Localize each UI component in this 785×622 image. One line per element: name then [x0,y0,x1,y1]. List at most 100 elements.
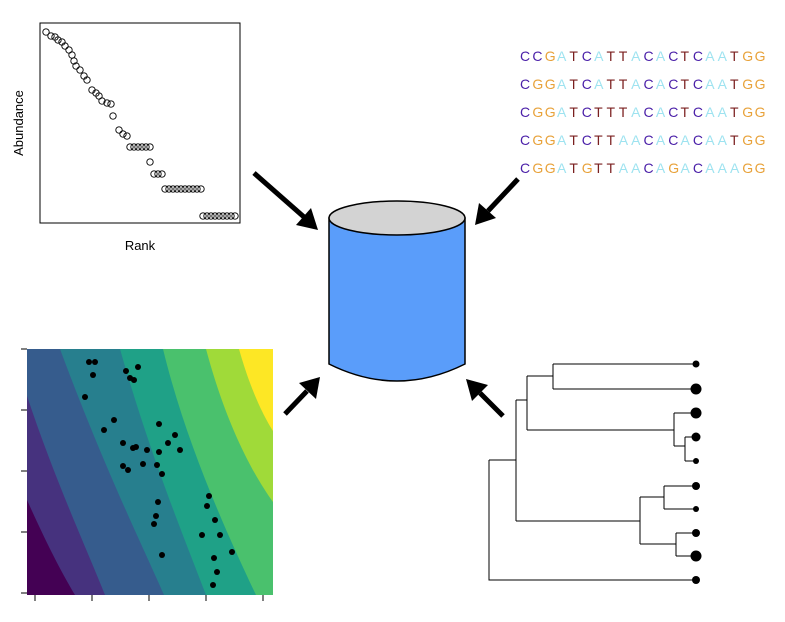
heatmap-point [86,359,92,365]
rank-abundance-point [42,28,50,36]
rank-abundance-point [103,99,111,107]
phylogenetic-tree [488,363,696,581]
heatmap-point [199,532,205,538]
tree-tip [693,506,699,512]
sequence-alignment: C C GA T C A T T A C A C T C A A T GG C GGA T C A T T A C A C T C A A T GG… [520,48,766,176]
rank-abundance-point [146,158,154,166]
rank-abundance-point [115,126,123,134]
rank-abundance-point [142,143,150,151]
heatmap-point [159,471,165,477]
rank-abundance-point [158,170,166,178]
tree-tip [693,458,699,464]
sequence-row: C GGA T C T T T A C A C T C A A T GG [520,104,766,120]
heatmap-point [206,493,212,499]
sequence-row: C C GA T C A T T A C A C T C A A T GG [520,48,766,64]
rank-abundance-point [211,212,219,220]
rank-abundance-point [107,100,115,108]
rank-abundance-point [61,42,69,50]
heatmap-point [211,555,217,561]
rank-abundance-point [47,32,55,40]
rank-abundance-point [197,185,205,193]
rank-abundance-point [207,212,215,220]
arrows [252,171,520,418]
rank-abundance-point [72,62,80,70]
heatmap-point [135,364,141,370]
sequence-row: C GGA T GT T A A C A GA C A A A GG [520,160,766,176]
rank-abundance-frame [39,22,241,224]
heatmap-point [120,463,126,469]
heatmap-point [154,462,160,468]
rank-abundance-point [177,185,185,193]
rank-abundance-point [70,57,78,65]
tree-tip [692,360,700,368]
heatmap-point [172,432,178,438]
heatmap-ticks [21,348,264,601]
heatmap-point [165,440,171,446]
rank-abundance-point [119,130,127,138]
heatmap-point [212,517,218,523]
rank-abundance-point [173,185,181,193]
rank-abundance-point [203,212,211,220]
tree-tip [690,550,702,562]
rank-abundance-point [98,97,106,105]
sequence-row: C GGA T C T T A A C A C A C A A T GG [520,132,766,148]
rank-abundance-point [169,185,177,193]
rank-abundance-point [231,212,239,220]
rank-abundance-point [134,143,142,151]
tree-tip [690,407,702,419]
abundance-axis-label: Abundance [11,90,26,156]
heatmap-point [217,532,223,538]
rank-abundance-point [68,51,76,59]
heatmap-point [156,421,162,427]
rank-abundance-point [138,143,146,151]
rank-abundance-point [161,185,169,193]
tree-tip [692,529,700,537]
arrow-icon [475,177,520,225]
heatmap-point [159,552,165,558]
heatmap-point [153,513,159,519]
arrow-icon [252,171,318,230]
heatmap-point [90,372,96,378]
rank-abundance-point [165,185,173,193]
heatmap-point [92,359,98,365]
heatmap-point [140,461,146,467]
sequence-row: C GGA T C A T T A C A C T C A A T GG [520,76,766,92]
rank-abundance-points [42,28,239,220]
heatmap-plot [21,348,273,601]
heatmap-point [151,521,157,527]
tree-tips [690,360,702,584]
rank-abundance-point [185,185,193,193]
rank-abundance-point [193,185,201,193]
rank-abundance-point [54,36,62,44]
rank-abundance-point [181,185,189,193]
heatmap-point [111,417,117,423]
tree-tip [692,576,700,584]
rank-abundance-point [76,66,84,74]
database-body [328,217,466,382]
heatmap-point [229,549,235,555]
heatmap-points [82,359,235,588]
heatmap-contour-bands [27,349,273,595]
heatmap-point [210,582,216,588]
rank-abundance-point [227,212,235,220]
rank-abundance-point [219,212,227,220]
database-top [328,200,466,236]
rank-abundance-point [109,112,117,120]
heatmap-point [125,467,131,473]
tree-tip [690,383,702,395]
rank-abundance-plot: Rank Abundance [11,22,241,253]
heatmap-point [204,503,210,509]
rank-abundance-point [126,143,134,151]
rank-abundance-point [154,170,162,178]
rank-abundance-point [130,143,138,151]
heatmap-point [82,394,88,400]
heatmap-point [156,449,162,455]
rank-abundance-point [83,76,91,84]
heatmap-point [123,368,129,374]
arrow-icon [466,379,505,418]
rank-abundance-point [123,132,131,140]
rank-abundance-point [146,143,154,151]
rank-abundance-point [199,212,207,220]
rank-abundance-point [223,212,231,220]
